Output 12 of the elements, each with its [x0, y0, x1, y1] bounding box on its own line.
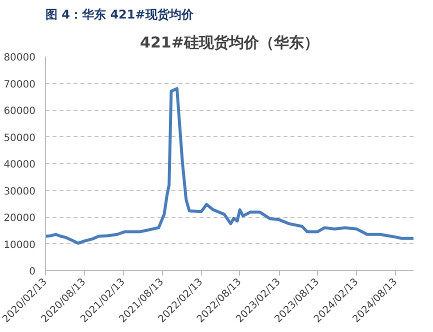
- y-tick-label: 10000: [4, 240, 36, 251]
- y-tick-label: 50000: [4, 132, 36, 144]
- y-tick-label: 40000: [4, 160, 36, 170]
- caption: 图 4：华东 421#现货均价: [46, 8, 194, 22]
- y-tick-label: 20000: [4, 213, 36, 224]
- y-tick-label: 70000: [4, 79, 36, 90]
- y-tick-label: 80000: [4, 52, 36, 64]
- y-tick-label: 30000: [4, 186, 36, 198]
- line-series: [46, 87, 414, 245]
- y-tick-label: 0: [29, 266, 36, 278]
- chart-title: 421#硅现货均价（华东）: [140, 34, 319, 52]
- y-tick-label: 60000: [4, 106, 36, 117]
